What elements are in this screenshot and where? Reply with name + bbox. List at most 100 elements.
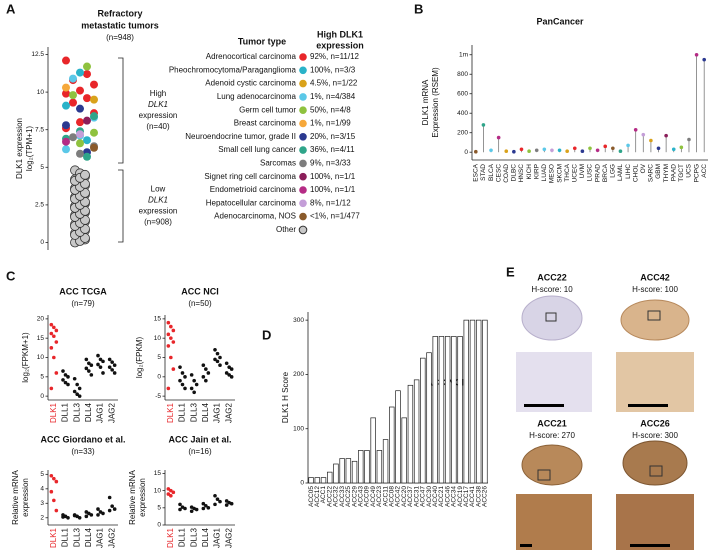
bar	[469, 319, 476, 484]
zoom-box	[649, 465, 663, 477]
panel-letter: D	[262, 327, 271, 342]
x-tick-label: KICH	[526, 164, 533, 180]
x-tick-label: LUSC	[587, 164, 594, 182]
legend-swatch	[299, 146, 307, 154]
data-point	[189, 509, 194, 514]
data-point	[112, 507, 117, 511]
x-tick-label: JAG2	[224, 527, 233, 548]
data-point	[112, 363, 117, 368]
x-tick-label: ACC47	[420, 486, 427, 507]
sample-name: ACC26	[640, 418, 670, 428]
data-point	[178, 502, 182, 507]
data-point	[90, 128, 98, 137]
annotation: (n=40)	[146, 122, 170, 131]
data-point	[641, 132, 646, 137]
x-tick-label: ACC19	[457, 486, 464, 507]
x-tick-label: DLL1	[178, 527, 187, 547]
data-point	[679, 145, 684, 150]
data-point	[62, 145, 70, 154]
y-tick-label: 0	[40, 239, 44, 246]
data-point	[178, 507, 182, 512]
legend-label: Endometrioid carcinoma	[210, 185, 297, 194]
bar	[426, 352, 432, 484]
legend-label: Pheochromocytoma/Paraganglioma	[169, 65, 297, 74]
x-tick-label: LUAD	[541, 164, 548, 182]
x-tick-label: LAML	[617, 164, 624, 181]
data-point	[61, 369, 65, 373]
scale-bar	[524, 404, 564, 407]
x-tick-label: ACC11	[382, 486, 389, 507]
data-point	[166, 344, 171, 348]
data-point	[54, 479, 59, 484]
y-tick-label: 10	[37, 89, 45, 96]
bar	[382, 439, 389, 484]
data-point	[110, 360, 114, 364]
x-tick-label: JAG1	[96, 402, 105, 423]
bar	[308, 477, 314, 484]
x-tick-label: ACC41	[469, 486, 476, 507]
data-point	[54, 508, 59, 513]
legend-value: 100%, n=1/1	[310, 185, 356, 194]
bar	[327, 471, 333, 484]
data-point	[194, 382, 199, 387]
x-tick-label: HNSC	[518, 164, 525, 183]
sample-name: ACC21	[537, 418, 567, 428]
annotation: Low	[151, 185, 166, 194]
chart-title: ACC Jain et al.	[168, 434, 231, 444]
legend-label: Neuroendocrine tumor, grade II	[185, 132, 296, 141]
bar	[370, 417, 376, 484]
data-point	[618, 149, 623, 154]
x-tick-label: ACC17	[463, 486, 470, 507]
panel-letter: A	[6, 1, 16, 16]
x-tick-label: ACC08	[389, 486, 396, 507]
y-axis-label: DLK1 mRNA	[421, 79, 430, 125]
data-point	[80, 169, 90, 180]
zoom-image	[616, 352, 694, 412]
legend-value: <1%, n=1/477	[310, 212, 360, 221]
y-tick-label: 800	[457, 71, 468, 78]
zoom-image	[516, 494, 592, 550]
data-point	[107, 357, 112, 362]
x-tick-label: ACC23	[376, 486, 383, 507]
x-tick-label: DLL3	[72, 402, 81, 422]
sample-score: H-score: 100	[632, 285, 678, 294]
slide-image	[622, 440, 688, 486]
y-axis-label: log₂(FPKM+1)	[21, 332, 30, 383]
x-tick-label: UVM	[579, 164, 586, 178]
legend-value: 92%, n=11/12	[310, 52, 360, 61]
data-point	[62, 121, 70, 130]
data-point	[107, 365, 112, 369]
x-tick-label: ACC26	[482, 486, 489, 507]
data-point	[69, 133, 77, 142]
bar	[320, 477, 327, 484]
chart-title: metastatic tumors	[81, 20, 159, 30]
bar	[395, 390, 401, 484]
data-point	[96, 353, 100, 358]
legend-label: Signet ring cell carcinoma	[204, 172, 296, 181]
data-point	[542, 147, 547, 152]
data-point	[49, 346, 54, 350]
x-tick-label: ACC21	[438, 486, 445, 507]
legend-header: High DLK1	[317, 29, 363, 39]
x-tick-label: ACC1	[320, 486, 327, 504]
x-tick-label: ACC	[701, 164, 708, 178]
x-tick-label: JAG2	[107, 402, 116, 423]
chart-subtitle: (n=948)	[106, 33, 134, 42]
x-tick-label: MESO	[549, 164, 556, 183]
data-point	[49, 386, 54, 391]
y-tick-label: 5	[157, 505, 161, 512]
legend-value: 50%, n=4/8	[310, 105, 351, 114]
data-point	[229, 501, 234, 506]
data-point	[87, 361, 91, 366]
x-tick-label: DLL4	[84, 527, 93, 547]
x-tick-label: CESC	[495, 164, 502, 182]
x-tick-label: DLL4	[201, 402, 210, 422]
x-tick-label: ACC32	[333, 486, 340, 507]
y-tick-label: 15	[37, 335, 45, 342]
x-tick-label: ACC05	[308, 486, 315, 507]
data-point	[90, 95, 98, 104]
data-point	[49, 322, 54, 327]
x-tick-label: STAD	[480, 164, 487, 181]
y-tick-label: 1m	[459, 51, 468, 58]
x-tick-label: ACC12	[314, 486, 321, 507]
